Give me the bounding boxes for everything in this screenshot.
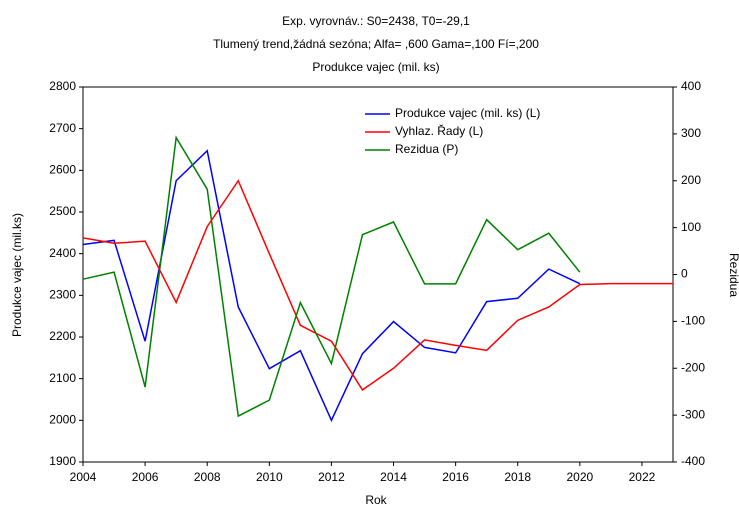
chart-subtitle: Produkce vajec (mil. ks) — [312, 60, 439, 74]
y-tick-label: 1900 — [49, 454, 76, 468]
x-tick-label: 2016 — [442, 470, 469, 484]
y2-tick-label: 300 — [681, 126, 701, 140]
chart-subtitle: Tlumený trend,žádná sezóna; Alfa= ,600 G… — [213, 37, 539, 51]
y-tick-label: 2300 — [49, 288, 76, 302]
x-tick-label: 2012 — [318, 470, 345, 484]
y-tick-label: 2000 — [49, 413, 76, 427]
legend-label: Vyhlaz. Řady (L) — [395, 123, 483, 138]
y2-axis-label: Rezidua — [727, 253, 739, 297]
x-tick-label: 2014 — [380, 470, 407, 484]
series-line — [82, 135, 581, 418]
y-tick-label: 2800 — [49, 79, 76, 93]
x-tick-label: 2006 — [132, 470, 159, 484]
y2-tick-label: -300 — [681, 407, 705, 421]
y-tick-label: 2700 — [49, 121, 76, 135]
y2-tick-label: -400 — [681, 454, 705, 468]
y2-tick-label: -100 — [681, 314, 705, 328]
y-tick-label: 2500 — [49, 204, 76, 218]
y-tick-label: 2400 — [49, 246, 76, 260]
legend-label: Rezidua (P) — [395, 142, 458, 156]
legend-label: Produkce vajec (mil. ks) (L) — [395, 106, 540, 120]
x-tick-label: 2018 — [504, 470, 531, 484]
chart-title: Exp. vyrovnáv.: S0=2438, T0=-29,1 — [282, 14, 470, 28]
y2-tick-label: -200 — [681, 360, 705, 374]
series-line — [82, 179, 673, 391]
y-tick-label: 2600 — [49, 163, 76, 177]
x-tick-label: 2008 — [194, 470, 221, 484]
x-tick-label: 2022 — [629, 470, 656, 484]
x-tick-label: 2004 — [70, 470, 97, 484]
y-tick-label: 2200 — [49, 329, 76, 343]
x-tick-label: 2010 — [256, 470, 283, 484]
x-axis-label: Rok — [365, 493, 387, 507]
y2-tick-label: 400 — [681, 79, 701, 93]
y2-tick-label: 0 — [681, 267, 688, 281]
series-line — [82, 149, 581, 423]
y2-tick-label: 100 — [681, 220, 701, 234]
x-tick-label: 2020 — [566, 470, 593, 484]
plot-frame — [82, 86, 674, 463]
y-axis-label: Produkce vajec (mil.ks) — [10, 213, 24, 337]
y-tick-label: 2100 — [49, 371, 76, 385]
y2-tick-label: 200 — [681, 173, 701, 187]
